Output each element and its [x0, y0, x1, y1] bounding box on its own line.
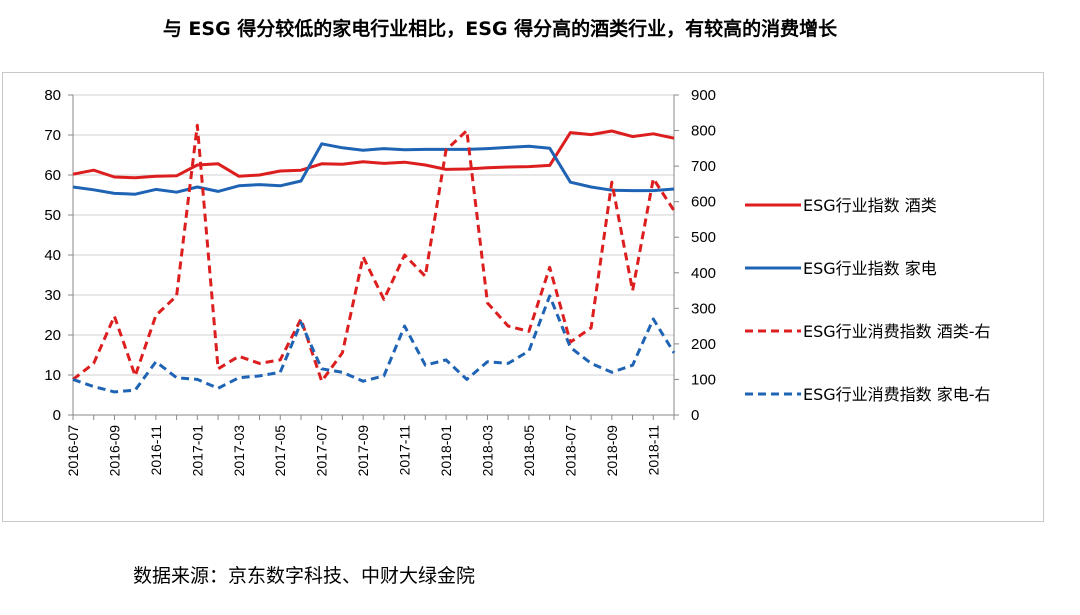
chart-title: 与 ESG 得分较低的家电行业相比，ESG 得分高的酒类行业，有较高的消费增长 — [162, 18, 838, 40]
left-axis-tick-label: 10 — [44, 367, 61, 384]
series-line-3 — [72, 123, 676, 383]
right-axis-tick-label: 600 — [691, 194, 716, 211]
right-axis-tick-label: 200 — [691, 336, 716, 353]
x-axis-tick-label: 2017-05 — [272, 425, 288, 477]
source-note: 数据来源：京东数字科技、中财大绿金院 — [133, 565, 476, 587]
x-axis-tick-label: 2018-11 — [645, 425, 661, 476]
right-axis-tick-label: 800 — [691, 123, 716, 140]
x-axis-tick-label: 2018-03 — [479, 425, 495, 477]
x-axis-tick-label: 2018-05 — [521, 425, 537, 477]
right-axis-tick-label: 900 — [691, 87, 716, 104]
left-axis-tick-label: 60 — [44, 167, 61, 184]
left-axis-tick-label: 70 — [44, 127, 61, 144]
x-axis-tick-label: 2016-09 — [106, 425, 122, 477]
x-axis-tick-label: 2018-07 — [562, 425, 578, 477]
left-axis-tick-label: 50 — [44, 207, 61, 224]
left-axis-tick-label: 0 — [53, 407, 61, 424]
x-axis-tick-label: 2017-11 — [397, 425, 413, 476]
left-axis-tick-label: 40 — [44, 247, 61, 264]
legend-label-2: ESG行业指数 家电 — [803, 259, 937, 278]
chart-frame — [2, 72, 1044, 522]
x-axis-tick-label: 2016-07 — [65, 425, 81, 477]
right-axis-tick-label: 300 — [691, 300, 716, 317]
right-axis-tick-label: 700 — [691, 158, 716, 175]
right-axis-tick-label: 500 — [691, 229, 716, 246]
legend-label-3: ESG行业消费指数 酒类-右 — [803, 322, 991, 341]
left-axis-tick-label: 30 — [44, 287, 61, 304]
x-axis-tick-label: 2017-09 — [355, 425, 371, 477]
series-line-2 — [72, 142, 675, 196]
x-axis-tick-label: 2017-01 — [189, 425, 205, 477]
series-line-4 — [72, 294, 676, 394]
x-axis-tick-label: 2017-03 — [231, 425, 247, 477]
right-axis-tick-label: 0 — [691, 407, 699, 424]
legend-label-1: ESG行业指数 酒类 — [803, 196, 937, 215]
x-axis-tick-label: 2017-07 — [314, 425, 330, 477]
legend-label-4: ESG行业消费指数 家电-右 — [803, 385, 991, 404]
series-line-1 — [72, 129, 675, 180]
left-axis-tick-label: 80 — [44, 87, 61, 104]
x-axis-tick-label: 2018-09 — [604, 425, 620, 477]
x-axis-tick-label: 2016-11 — [148, 425, 164, 476]
left-axis-tick-label: 20 — [44, 327, 61, 344]
x-axis-tick-label: 2018-01 — [438, 425, 454, 477]
right-axis-tick-label: 400 — [691, 265, 716, 282]
right-axis-tick-label: 100 — [691, 371, 716, 388]
